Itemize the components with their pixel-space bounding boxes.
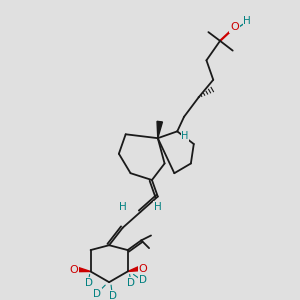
Polygon shape	[128, 266, 140, 272]
Text: D: D	[127, 278, 135, 288]
Polygon shape	[78, 267, 91, 272]
Text: D: D	[139, 275, 147, 285]
Text: H: H	[154, 202, 162, 212]
Text: H: H	[119, 202, 127, 212]
Text: O: O	[70, 265, 78, 275]
Text: O: O	[139, 264, 148, 274]
Text: D: D	[94, 289, 101, 299]
Text: H: H	[181, 131, 189, 141]
Text: D: D	[109, 291, 117, 300]
Text: D: D	[85, 278, 93, 288]
Text: H: H	[243, 16, 251, 26]
Text: O: O	[230, 22, 239, 32]
Polygon shape	[157, 121, 162, 138]
